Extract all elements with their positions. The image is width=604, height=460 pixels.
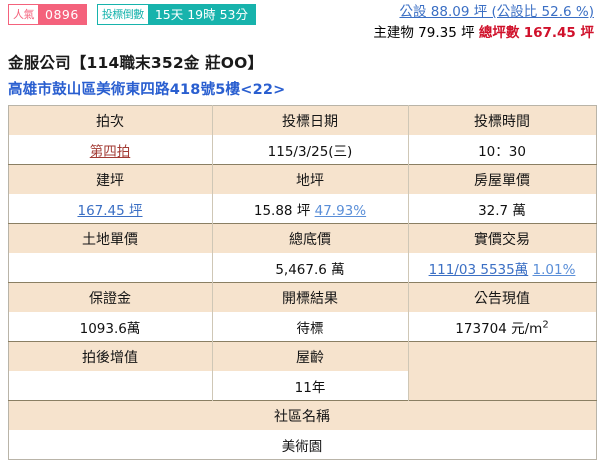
header-land-area: 地坪 — [211, 164, 409, 194]
area-summary: 公設 88.09 坪 (公設比 52.6 %) 主建物 79.35 坪 總坪數 … — [373, 2, 594, 44]
value-announced-value: 173704 元/m2 — [407, 312, 596, 342]
property-address[interactable]: 高雄市鼓山區美術東四路418號5樓<22> — [8, 82, 286, 98]
real-price-ratio[interactable]: 1.01% — [532, 261, 576, 278]
header-house-age: 屋齡 — [211, 341, 409, 371]
header-house-unit-price: 房屋單價 — [407, 164, 596, 194]
header-auction-round: 拍次 — [8, 105, 213, 135]
value-real-price-transaction[interactable]: 111/03 5535萬 1.01% — [407, 253, 596, 283]
announced-value-number: 173704 元/m — [455, 320, 543, 337]
popularity-badge: 人氣 0896 — [8, 4, 87, 25]
header-build-area: 建坪 — [8, 164, 213, 194]
value-community-name: 美術園 — [8, 430, 596, 460]
header-land-unit-price: 土地單價 — [8, 223, 213, 253]
value-land-unit-price — [8, 253, 213, 283]
public-area-link[interactable]: 公設 88.09 坪 (公設比 52.6 %) — [399, 4, 594, 20]
table-row: 拍後增值 屋齡 — [8, 341, 596, 401]
page-title: 金服公司【114職末352金 莊OO】 — [8, 54, 264, 72]
table-row: 保證金 開標結果 公告現值 — [8, 282, 596, 312]
value-house-age: 11年 — [211, 371, 408, 401]
value-bid-result: 待標 — [211, 312, 409, 342]
auction-round-link[interactable]: 第四拍 — [89, 143, 131, 160]
table-row: 167.45 坪 15.88 坪 47.93% 32.7 萬 — [8, 194, 596, 224]
area-totals: 主建物 79.35 坪 總坪數 167.45 坪 — [373, 23, 594, 44]
header-total-base-price: 總底價 — [211, 223, 409, 253]
value-build-area[interactable]: 167.45 坪 — [8, 194, 213, 224]
header-bid-date: 投標日期 — [211, 105, 409, 135]
main-building-area: 主建物 79.35 坪 — [373, 25, 475, 41]
header-post-auction-appreciation: 拍後增值 — [8, 341, 213, 371]
table-row: 美術園 — [8, 430, 596, 460]
header-announced-value: 公告現值 — [407, 282, 596, 312]
badge-group: 人氣 0896 投標倒數 15天 19時 53分 — [8, 4, 256, 25]
table-row: 11年 — [8, 371, 596, 401]
countdown-label: 投標倒數 — [97, 5, 148, 24]
value-auction-round[interactable]: 第四拍 — [8, 135, 213, 165]
table-row: 土地單價 總底價 實價交易 — [8, 223, 596, 253]
table-row: 1093.6萬 待標 173704 元/m2 — [8, 312, 596, 342]
table-row: 拍次 投標日期 投標時間 — [8, 105, 596, 135]
value-house-unit-price: 32.7 萬 — [407, 194, 596, 224]
header-real-price-transaction: 實價交易 — [407, 223, 596, 253]
popularity-label: 人氣 — [9, 5, 38, 24]
table-row: 第四拍 115/3/25(三) 10：30 — [8, 135, 596, 165]
table-row: 建坪 地坪 房屋單價 — [8, 164, 596, 194]
value-bid-time: 10：30 — [407, 135, 596, 165]
header-bid-result: 開標結果 — [211, 282, 409, 312]
land-ratio-link[interactable]: 47.93% — [314, 202, 367, 219]
total-area-label: 總坪數 — [478, 25, 520, 41]
popularity-count: 0896 — [38, 5, 86, 24]
empty-cell — [407, 341, 596, 401]
table-row: 5,467.6 萬 111/03 5535萬 1.01% — [8, 253, 596, 283]
total-area-value: 167.45 坪 — [523, 25, 594, 41]
land-area-text: 15.88 坪 — [253, 202, 311, 219]
build-area-link[interactable]: 167.45 坪 — [77, 202, 143, 219]
header-community-name: 社區名稱 — [8, 400, 596, 430]
value-post-auction-appreciation — [8, 371, 213, 401]
value-land-area: 15.88 坪 47.93% — [211, 194, 409, 224]
countdown-value: 15天 19時 53分 — [147, 5, 255, 24]
announced-value-superscript: 2 — [542, 319, 549, 330]
header-deposit: 保證金 — [8, 282, 213, 312]
countdown-badge: 投標倒數 15天 19時 53分 — [96, 4, 256, 25]
real-price-link[interactable]: 111/03 5535萬 — [428, 261, 529, 278]
table-row: 社區名稱 — [8, 400, 596, 430]
value-total-base-price: 5,467.6 萬 — [211, 253, 409, 283]
value-bid-date: 115/3/25(三) — [211, 135, 409, 165]
page-header: 人氣 0896 投標倒數 15天 19時 53分 公設 88.09 坪 (公設比… — [0, 0, 604, 46]
value-deposit: 1093.6萬 — [8, 312, 213, 342]
property-info-table: 拍次 投標日期 投標時間 第四拍 115/3/25(三) 10：30 建坪 地坪… — [7, 105, 597, 460]
header-bid-time: 投標時間 — [407, 105, 596, 135]
